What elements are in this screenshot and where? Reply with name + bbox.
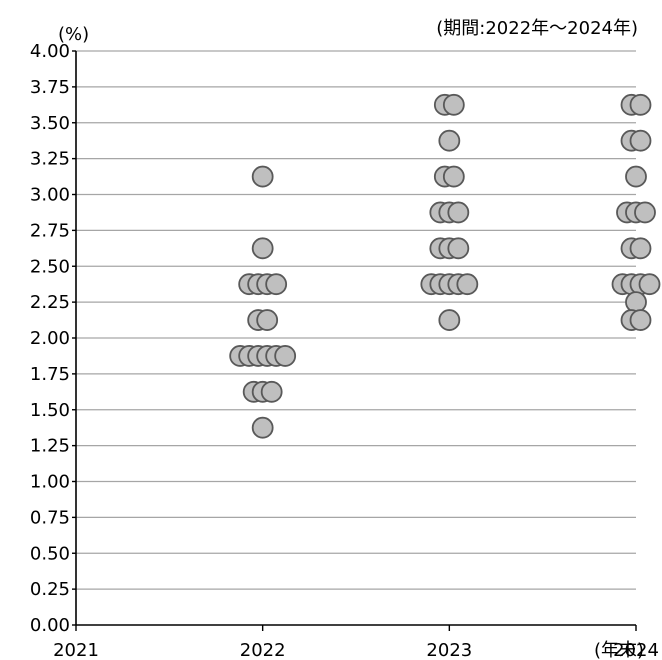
data-point-3-1	[256, 309, 279, 331]
data-point-17-2	[634, 201, 656, 224]
x-axis-unit-label: (年末)	[594, 640, 644, 660]
data-point-6-0	[251, 416, 274, 439]
data-point-12-4	[456, 273, 479, 296]
data-point-4-5	[274, 345, 297, 367]
data-point-15-1	[629, 129, 652, 152]
gridlines	[76, 50, 636, 590]
data-point-16-0	[625, 165, 647, 188]
y-tick-label-3: 0.75	[30, 507, 70, 528]
y-tick-label-14: 3.50	[30, 113, 70, 134]
y-tick-label-12: 3.00	[30, 185, 70, 206]
y-tick-label-13: 3.25	[30, 149, 70, 170]
data-points	[229, 93, 661, 439]
data-point-21-1	[629, 309, 652, 331]
data-point-10-2	[447, 201, 470, 224]
y-axis-ticks: 0.00 0.25 0.50 0.75 1.00 1.25 1.50 1.75 2.00 2.25…	[30, 41, 76, 636]
x-tick-label-2: 2023	[426, 640, 472, 660]
y-tick-label-11: 2.75	[30, 220, 70, 241]
data-point-14-1	[629, 93, 652, 116]
data-point-0-0	[251, 165, 274, 188]
y-tick-label-8: 2.00	[30, 328, 70, 349]
axes	[75, 51, 636, 626]
x-tick-label-0: 2021	[53, 640, 99, 660]
data-point-7-1	[442, 93, 465, 116]
y-tick-label-15: 3.75	[30, 77, 70, 98]
x-axis-ticks: 2021 2022 2023 2024	[53, 625, 659, 660]
data-point-2-3	[265, 273, 288, 296]
data-point-20-0	[625, 291, 647, 314]
x-tick-label-1: 2022	[240, 640, 286, 660]
data-point-18-1	[629, 237, 652, 260]
data-point-1-0	[251, 237, 274, 260]
y-tick-label-2: 0.50	[30, 543, 70, 564]
data-point-19-3	[638, 273, 661, 296]
data-point-13-0	[438, 309, 461, 331]
data-point-9-1	[442, 165, 465, 188]
y-tick-label-4: 1.00	[30, 472, 70, 493]
y-tick-label-9: 2.25	[30, 292, 70, 313]
period-label: (期間:2022年～2024年)	[436, 18, 638, 39]
y-tick-label-1: 0.25	[30, 579, 70, 600]
data-point-11-2	[447, 237, 470, 260]
unit-label: (%)	[58, 24, 89, 45]
data-point-5-2	[260, 380, 283, 403]
y-tick-label-6: 1.50	[30, 400, 70, 421]
y-tick-label-7: 1.75	[30, 364, 70, 385]
x-tick-label-3: 2024	[613, 640, 659, 660]
y-tick-label-16: 4.00	[30, 41, 70, 62]
y-tick-label-10: 2.50	[30, 256, 70, 277]
y-tick-label-5: 1.25	[30, 436, 70, 457]
y-tick-label-0: 0.00	[30, 615, 70, 636]
data-point-8-0	[438, 129, 461, 152]
